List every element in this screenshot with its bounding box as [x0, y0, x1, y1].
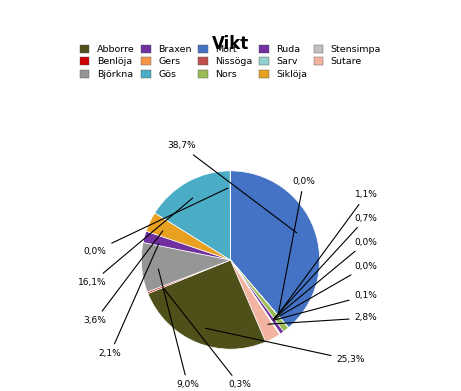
Wedge shape	[146, 213, 230, 260]
Wedge shape	[148, 260, 266, 349]
Text: 25,3%: 25,3%	[206, 328, 365, 364]
Wedge shape	[230, 260, 289, 332]
Text: 0,7%: 0,7%	[275, 213, 378, 317]
Wedge shape	[230, 260, 289, 328]
Text: 0,0%: 0,0%	[273, 238, 378, 319]
Wedge shape	[230, 260, 279, 342]
Wedge shape	[142, 242, 230, 292]
Text: 38,7%: 38,7%	[167, 142, 297, 233]
Text: 0,1%: 0,1%	[273, 291, 378, 320]
Title: Vikt: Vikt	[212, 34, 249, 52]
Text: 1,1%: 1,1%	[278, 190, 378, 315]
Wedge shape	[148, 260, 230, 294]
Wedge shape	[230, 260, 280, 334]
Text: 0,0%: 0,0%	[273, 262, 378, 319]
Wedge shape	[230, 171, 319, 328]
Text: 0,0%: 0,0%	[83, 188, 228, 256]
Wedge shape	[155, 171, 230, 260]
Text: 9,0%: 9,0%	[158, 269, 199, 389]
Text: 3,6%: 3,6%	[83, 231, 163, 325]
Text: 2,8%: 2,8%	[268, 314, 378, 324]
Wedge shape	[230, 260, 280, 334]
Text: 2,1%: 2,1%	[99, 244, 159, 358]
Wedge shape	[143, 231, 230, 260]
Wedge shape	[230, 260, 280, 335]
Text: 0,0%: 0,0%	[278, 177, 315, 313]
Wedge shape	[230, 260, 284, 334]
Text: 16,1%: 16,1%	[78, 198, 193, 287]
Legend: Abborre, Benlöja, Björkna, Braxen, Gers, Gös, Mört, Nissöga, Nors, Ruda, Sarv, S: Abborre, Benlöja, Björkna, Braxen, Gers,…	[77, 42, 384, 82]
Text: 0,3%: 0,3%	[164, 289, 251, 389]
